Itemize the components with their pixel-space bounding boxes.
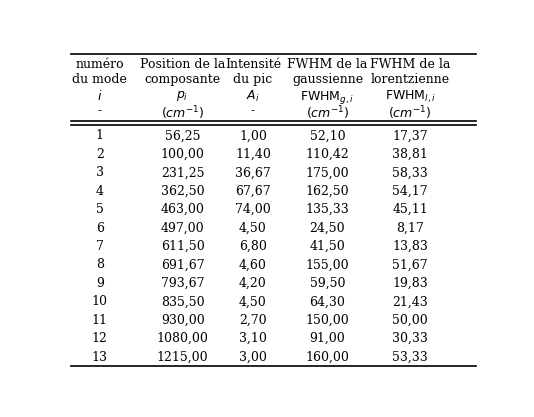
Text: 51,67: 51,67 <box>392 259 428 271</box>
Text: $p_i$: $p_i$ <box>176 89 189 103</box>
Text: 5: 5 <box>96 203 104 216</box>
Text: 2,70: 2,70 <box>239 314 267 327</box>
Text: 160,00: 160,00 <box>305 351 349 364</box>
Text: lorentzienne: lorentzienne <box>371 73 450 86</box>
Text: 4,20: 4,20 <box>239 277 267 290</box>
Text: 4,50: 4,50 <box>239 221 267 235</box>
Text: 110,42: 110,42 <box>305 148 349 161</box>
Text: 13,83: 13,83 <box>392 240 428 253</box>
Text: 50,00: 50,00 <box>392 314 428 327</box>
Text: 56,25: 56,25 <box>165 130 200 143</box>
Text: 3: 3 <box>96 166 104 179</box>
Text: 54,17: 54,17 <box>392 185 428 198</box>
Text: 12: 12 <box>92 332 108 345</box>
Text: 1: 1 <box>96 130 104 143</box>
Text: 463,00: 463,00 <box>161 203 205 216</box>
Text: du mode: du mode <box>73 73 127 86</box>
Text: 793,67: 793,67 <box>161 277 205 290</box>
Text: 155,00: 155,00 <box>305 259 349 271</box>
Text: numéro: numéro <box>75 58 124 71</box>
Text: 67,67: 67,67 <box>235 185 271 198</box>
Text: 13: 13 <box>92 351 108 364</box>
Text: 17,37: 17,37 <box>392 130 428 143</box>
Text: 10: 10 <box>92 295 108 308</box>
Text: du pic: du pic <box>233 73 273 86</box>
Text: gaussienne: gaussienne <box>292 73 363 86</box>
Text: 19,83: 19,83 <box>392 277 428 290</box>
Text: 21,43: 21,43 <box>392 295 428 308</box>
Text: 24,50: 24,50 <box>310 221 345 235</box>
Text: 30,33: 30,33 <box>392 332 428 345</box>
Text: 1080,00: 1080,00 <box>156 332 209 345</box>
Text: 4: 4 <box>96 185 104 198</box>
Text: 38,81: 38,81 <box>392 148 428 161</box>
Text: $\mathrm{FWHM}_{g,i}$: $\mathrm{FWHM}_{g,i}$ <box>300 89 355 106</box>
Text: 41,50: 41,50 <box>310 240 345 253</box>
Text: 64,30: 64,30 <box>310 295 345 308</box>
Text: 3,10: 3,10 <box>239 332 267 345</box>
Text: 930,00: 930,00 <box>161 314 205 327</box>
Text: FWHM de la: FWHM de la <box>287 58 368 71</box>
Text: $(cm^{-1})$: $(cm^{-1})$ <box>388 104 432 122</box>
Text: 91,00: 91,00 <box>310 332 345 345</box>
Text: $\mathrm{FWHM}_{l,i}$: $\mathrm{FWHM}_{l,i}$ <box>384 89 436 105</box>
Text: 135,33: 135,33 <box>305 203 349 216</box>
Text: 74,00: 74,00 <box>235 203 271 216</box>
Text: 53,33: 53,33 <box>392 351 428 364</box>
Text: 11,40: 11,40 <box>235 148 271 161</box>
Text: 100,00: 100,00 <box>161 148 205 161</box>
Text: 835,50: 835,50 <box>161 295 205 308</box>
Text: 52,10: 52,10 <box>310 130 345 143</box>
Text: 162,50: 162,50 <box>305 185 349 198</box>
Text: 58,33: 58,33 <box>392 166 428 179</box>
Text: 2: 2 <box>96 148 104 161</box>
Text: 1,00: 1,00 <box>239 130 267 143</box>
Text: $(cm^{-1})$: $(cm^{-1})$ <box>305 104 349 122</box>
Text: FWHM de la: FWHM de la <box>370 58 451 71</box>
Text: $(cm^{-1})$: $(cm^{-1})$ <box>161 104 205 122</box>
Text: 150,00: 150,00 <box>305 314 349 327</box>
Text: 611,50: 611,50 <box>161 240 205 253</box>
Text: 497,00: 497,00 <box>161 221 205 235</box>
Text: 6: 6 <box>96 221 104 235</box>
Text: 362,50: 362,50 <box>161 185 205 198</box>
Text: 36,67: 36,67 <box>235 166 271 179</box>
Text: Position de la: Position de la <box>140 58 225 71</box>
Text: 6,80: 6,80 <box>239 240 267 253</box>
Text: -: - <box>251 104 255 117</box>
Text: composante: composante <box>145 73 221 86</box>
Text: 9: 9 <box>96 277 104 290</box>
Text: 8: 8 <box>96 259 104 271</box>
Text: 1215,00: 1215,00 <box>157 351 208 364</box>
Text: -: - <box>98 104 102 117</box>
Text: 175,00: 175,00 <box>305 166 349 179</box>
Text: $i$: $i$ <box>97 89 103 103</box>
Text: 4,50: 4,50 <box>239 295 267 308</box>
Text: 231,25: 231,25 <box>161 166 205 179</box>
Text: 45,11: 45,11 <box>392 203 428 216</box>
Text: 691,67: 691,67 <box>161 259 205 271</box>
Text: Intensité: Intensité <box>225 58 281 71</box>
Text: 8,17: 8,17 <box>396 221 424 235</box>
Text: 3,00: 3,00 <box>239 351 267 364</box>
Text: 4,60: 4,60 <box>239 259 267 271</box>
Text: 11: 11 <box>92 314 108 327</box>
Text: 59,50: 59,50 <box>310 277 345 290</box>
Text: $A_i$: $A_i$ <box>246 89 260 104</box>
Text: 7: 7 <box>96 240 104 253</box>
